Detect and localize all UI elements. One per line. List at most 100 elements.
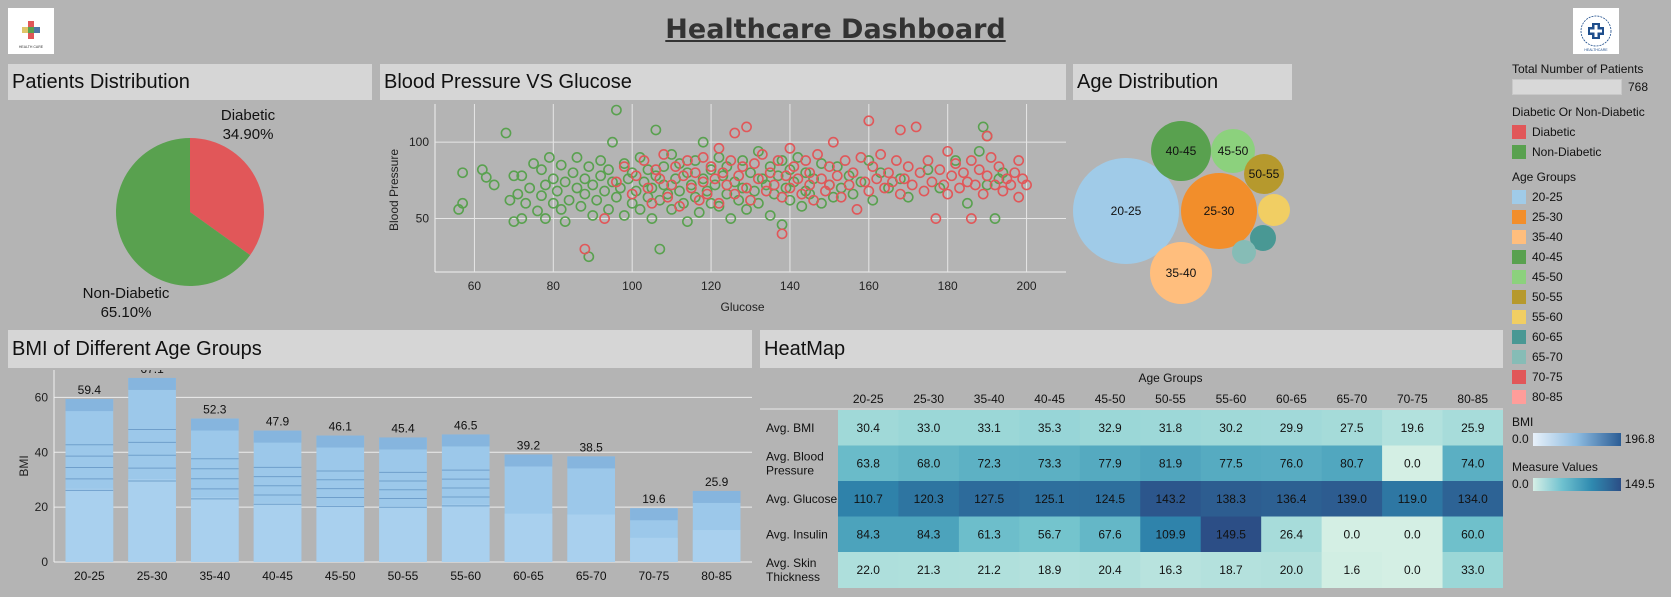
scatter-point-non-diabetic[interactable] [827,191,839,203]
scatter-point-non-diabetic[interactable] [685,179,697,191]
heatmap-cell[interactable] [1140,481,1202,517]
heatmap-cell[interactable] [1442,445,1503,482]
scatter-point-diabetic[interactable] [697,152,709,163]
scatter-point-non-diabetic[interactable] [516,170,528,182]
heatmap-cell[interactable] [1442,516,1503,553]
heatmap-cell[interactable] [898,516,960,553]
scatter-point-diabetic[interactable] [705,161,717,173]
scatter-point-diabetic[interactable] [902,161,914,173]
bubble-50-55[interactable] [1244,154,1284,194]
scatter-point-diabetic[interactable] [760,185,772,197]
scatter-point-non-diabetic[interactable] [973,145,985,157]
scatter-point-diabetic[interactable] [662,191,674,203]
scatter-point-diabetic[interactable] [697,176,709,188]
age-legend-item[interactable]: 55-60 [1512,307,1667,327]
age-legend-item[interactable]: 70-75 [1512,367,1667,387]
scatter-point-non-diabetic[interactable] [524,182,536,194]
heatmap-cell[interactable] [1140,445,1202,482]
scatter-point-non-diabetic[interactable] [611,104,622,116]
scatter-point-diabetic[interactable] [788,161,800,173]
scatter-point-diabetic[interactable] [784,142,796,154]
heatmap-cell[interactable] [1140,552,1202,588]
scatter-point-diabetic[interactable] [780,170,792,182]
scatter-point-non-diabetic[interactable] [587,210,599,221]
scatter-point-diabetic[interactable] [875,149,887,160]
scatter-point-diabetic[interactable] [808,194,819,206]
scatter-point-non-diabetic[interactable] [500,127,512,139]
heatmap-cell[interactable] [1079,410,1141,446]
scatter-point-non-diabetic[interactable] [741,203,752,215]
bubble-25-30[interactable] [1181,173,1257,249]
scatter-point-non-diabetic[interactable] [737,155,749,166]
scatter-point-diabetic[interactable] [689,167,701,179]
scatter-point-diabetic[interactable] [851,203,863,215]
bubble-40-45[interactable] [1151,121,1211,181]
scatter-point-diabetic[interactable] [926,176,938,188]
heatmap-cell[interactable] [898,410,960,446]
scatter-point-diabetic[interactable] [804,167,816,179]
scatter-point-diabetic[interactable] [883,167,894,179]
heatmap-cell[interactable] [1321,516,1383,553]
age-legend-item[interactable]: 50-55 [1512,287,1667,307]
age-legend-item[interactable]: 60-65 [1512,327,1667,347]
scatter-point-diabetic[interactable] [745,194,756,206]
heatmap-cell[interactable] [1321,552,1383,588]
scatter-point-diabetic[interactable] [969,179,981,191]
scatter-point-diabetic[interactable] [942,188,954,200]
scatter-point-diabetic[interactable] [630,170,642,182]
scatter-point-diabetic[interactable] [977,188,989,200]
scatter-point-non-diabetic[interactable] [547,197,559,209]
bubble-35-40[interactable] [1150,242,1212,304]
scatter-point-non-diabetic[interactable] [591,194,603,206]
scatter-point-non-diabetic[interactable] [666,149,678,160]
heatmap-cell[interactable] [1200,481,1262,517]
scatter-point-diabetic[interactable] [721,179,733,191]
scatter-point-non-diabetic[interactable] [646,182,658,194]
scatter-point-non-diabetic[interactable] [709,179,721,191]
scatter-point-diabetic[interactable] [658,149,670,160]
scatter-point-diabetic[interactable] [942,145,954,157]
heatmap-cell[interactable] [1200,410,1262,446]
scatter-point-diabetic[interactable] [843,179,855,191]
scatter-point-non-diabetic[interactable] [701,185,713,197]
scatter-point-diabetic[interactable] [887,176,898,188]
scatter-point-non-diabetic[interactable] [587,179,599,191]
scatter-point-diabetic[interactable] [847,167,859,179]
scatter-point-diabetic[interactable] [749,158,760,169]
scatter-point-diabetic[interactable] [804,179,816,191]
bubble-55-60[interactable] [1258,194,1290,226]
heatmap-cell[interactable] [1382,481,1444,517]
scatter-point-diabetic[interactable] [894,124,906,136]
scatter-point-non-diabetic[interactable] [705,164,717,176]
scatter-point-diabetic[interactable] [776,228,788,240]
scatter-point-diabetic[interactable] [792,173,804,185]
scatter-point-diabetic[interactable] [1005,179,1017,191]
scatter-point-non-diabetic[interactable] [536,190,547,202]
heatmap-cell[interactable] [838,552,899,588]
scatter-point-diabetic[interactable] [867,161,879,173]
scatter-point-diabetic[interactable] [654,173,666,185]
heatmap-cell[interactable] [898,445,960,482]
scatter-point-diabetic[interactable] [954,182,965,194]
scatter-point-diabetic[interactable] [626,188,638,200]
bubble-60-65[interactable] [1250,225,1276,251]
scatter-point-non-diabetic[interactable] [855,176,867,188]
scatter-point-non-diabetic[interactable] [508,170,520,182]
scatter-point-diabetic[interactable] [835,191,847,203]
scatter-point-diabetic[interactable] [930,213,942,224]
heatmap-cell[interactable] [1019,552,1081,588]
scatter-point-non-diabetic[interactable] [480,171,492,183]
scatter-point-non-diabetic[interactable] [697,136,709,148]
scatter-point-non-diabetic[interactable] [488,179,500,191]
scatter-point-non-diabetic[interactable] [567,167,579,179]
scatter-point-non-diabetic[interactable] [528,158,539,169]
scatter-point-diabetic[interactable] [709,173,721,185]
heatmap-cell[interactable] [958,410,1020,446]
heatmap-cell[interactable] [1321,445,1383,482]
scatter-point-diabetic[interactable] [958,167,969,179]
heatmap-cell[interactable] [1261,445,1323,482]
age-legend-item[interactable]: 65-70 [1512,347,1667,367]
scatter-point-diabetic[interactable] [985,152,997,163]
scatter-point-diabetic[interactable] [642,182,654,194]
scatter-point-non-diabetic[interactable] [681,216,693,227]
